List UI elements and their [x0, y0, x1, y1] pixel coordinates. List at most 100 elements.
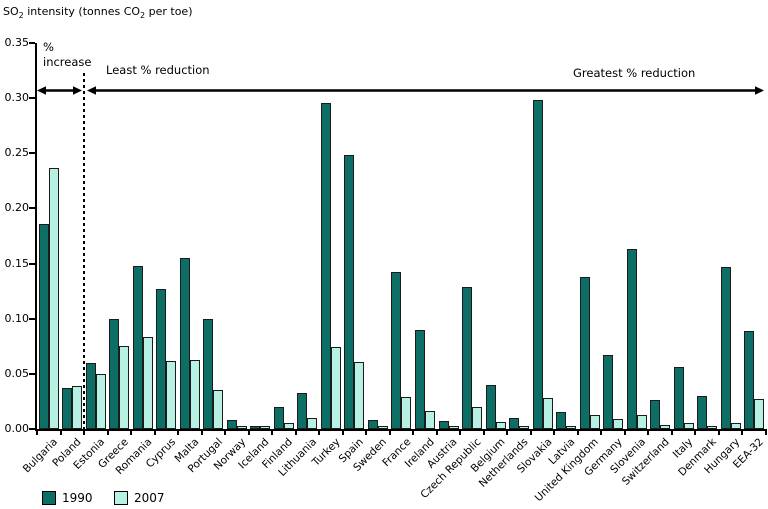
bar-1990-netherlands [509, 418, 520, 429]
bar-1990-france [391, 272, 402, 429]
x-tick [106, 431, 109, 435]
x-tick [365, 431, 368, 435]
title-text: per toe) [145, 5, 193, 18]
bar-group [601, 43, 625, 429]
annotation-percent-increase: % increase [43, 40, 91, 70]
bar-1990-finland [273, 407, 284, 429]
annotation-percent-increase-line1: % [43, 40, 54, 54]
title-text: SO [3, 5, 19, 18]
x-tick [765, 431, 767, 435]
legend-label-2007: 2007 [134, 491, 165, 505]
bar-group [437, 43, 461, 429]
x-tick [412, 431, 415, 435]
bar-1990-ireland [415, 330, 425, 429]
y-tick-label: 0.35 [4, 36, 30, 49]
x-tick [59, 431, 62, 435]
bar-2007-united-kingdom [589, 415, 600, 429]
bar-group [460, 43, 484, 429]
x-tick [482, 431, 485, 435]
y-tick [29, 97, 35, 100]
legend-label-1990: 1990 [62, 491, 93, 505]
bar-1990-poland [62, 388, 73, 429]
x-tick [529, 431, 532, 435]
bar-group [272, 43, 296, 429]
x-tick [670, 431, 673, 435]
annotation-percent-increase-line2: increase [43, 55, 92, 69]
bar-2007-romania [142, 337, 153, 429]
bar-group [672, 43, 696, 429]
x-tick [388, 431, 391, 435]
x-tick [271, 431, 274, 435]
annotation-greatest-reduction: Greatest % reduction [573, 66, 696, 80]
y-tick-label: 0.30 [4, 91, 30, 105]
bar-2007-finland [283, 423, 294, 429]
bar-group [648, 43, 672, 429]
bar-2007-spain [354, 362, 365, 429]
x-tick [130, 431, 133, 435]
legend-swatch-2007 [114, 491, 128, 505]
y-tick [29, 207, 35, 210]
bar-2007-poland [72, 386, 83, 429]
bar-group [413, 43, 437, 429]
bar-1990-malta [179, 258, 190, 429]
x-tick [600, 431, 603, 435]
y-tick [29, 372, 35, 375]
y-tick-label: 0.25 [4, 146, 30, 160]
annotation-least-reduction: Least % reduction [106, 63, 210, 77]
y-tick-label: 0.15 [4, 256, 30, 270]
bar-2007-bulgaria [48, 168, 59, 429]
bar-2007-norway [236, 426, 247, 429]
y-tick [29, 42, 35, 44]
bar-group [484, 43, 508, 429]
bar-2007-austria [448, 426, 459, 429]
bar-group [84, 43, 108, 429]
bar-1990-turkey [320, 103, 331, 429]
x-tick [153, 431, 156, 435]
bar-group [131, 43, 155, 429]
x-tick [36, 431, 38, 435]
bar-1990-eea-32 [744, 331, 755, 429]
bar-2007-sweden [377, 426, 388, 429]
bar-group [507, 43, 531, 429]
y-tick-label: 0.20 [4, 201, 30, 215]
bar-2007-czech-republic [472, 407, 483, 429]
bar-group [554, 43, 578, 429]
bar-group [225, 43, 249, 429]
bar-1990-spain [344, 155, 355, 429]
bar-2007-turkey [330, 347, 341, 429]
bar-group [108, 43, 132, 429]
bar-2007-malta [189, 360, 200, 429]
bar-group [625, 43, 649, 429]
title-text: intensity (tonnes CO [23, 5, 141, 18]
bar-2007-belgium [495, 422, 506, 429]
bar-1990-sweden [367, 420, 378, 429]
bar-group [531, 43, 555, 429]
bar-2007-slovakia [542, 398, 553, 429]
y-axis-line [35, 43, 37, 431]
bar-1990-greece [109, 319, 120, 429]
x-tick [200, 431, 203, 435]
x-tick [224, 431, 227, 435]
bar-group [249, 43, 273, 429]
y-tick [29, 262, 35, 265]
bar-1990-italy [673, 367, 684, 429]
bar-1990-belgium [485, 385, 496, 429]
bar-group [742, 43, 766, 429]
bar-2007-portugal [213, 390, 224, 429]
bar-1990-denmark [697, 396, 708, 429]
bar-2007-switzerland [660, 425, 671, 429]
increase-divider-dotted-line [83, 73, 85, 429]
bar-group [37, 43, 61, 429]
bar-group [366, 43, 390, 429]
x-tick [553, 431, 556, 435]
bar-2007-italy [683, 423, 694, 429]
bar-1990-slovenia [626, 249, 637, 429]
bar-group [719, 43, 743, 429]
plot-area [37, 43, 766, 429]
bar-1990-hungary [720, 267, 731, 429]
bar-2007-cyprus [166, 361, 177, 429]
x-tick [623, 431, 626, 435]
bar-1990-united-kingdom [579, 277, 590, 429]
bar-group [319, 43, 343, 429]
